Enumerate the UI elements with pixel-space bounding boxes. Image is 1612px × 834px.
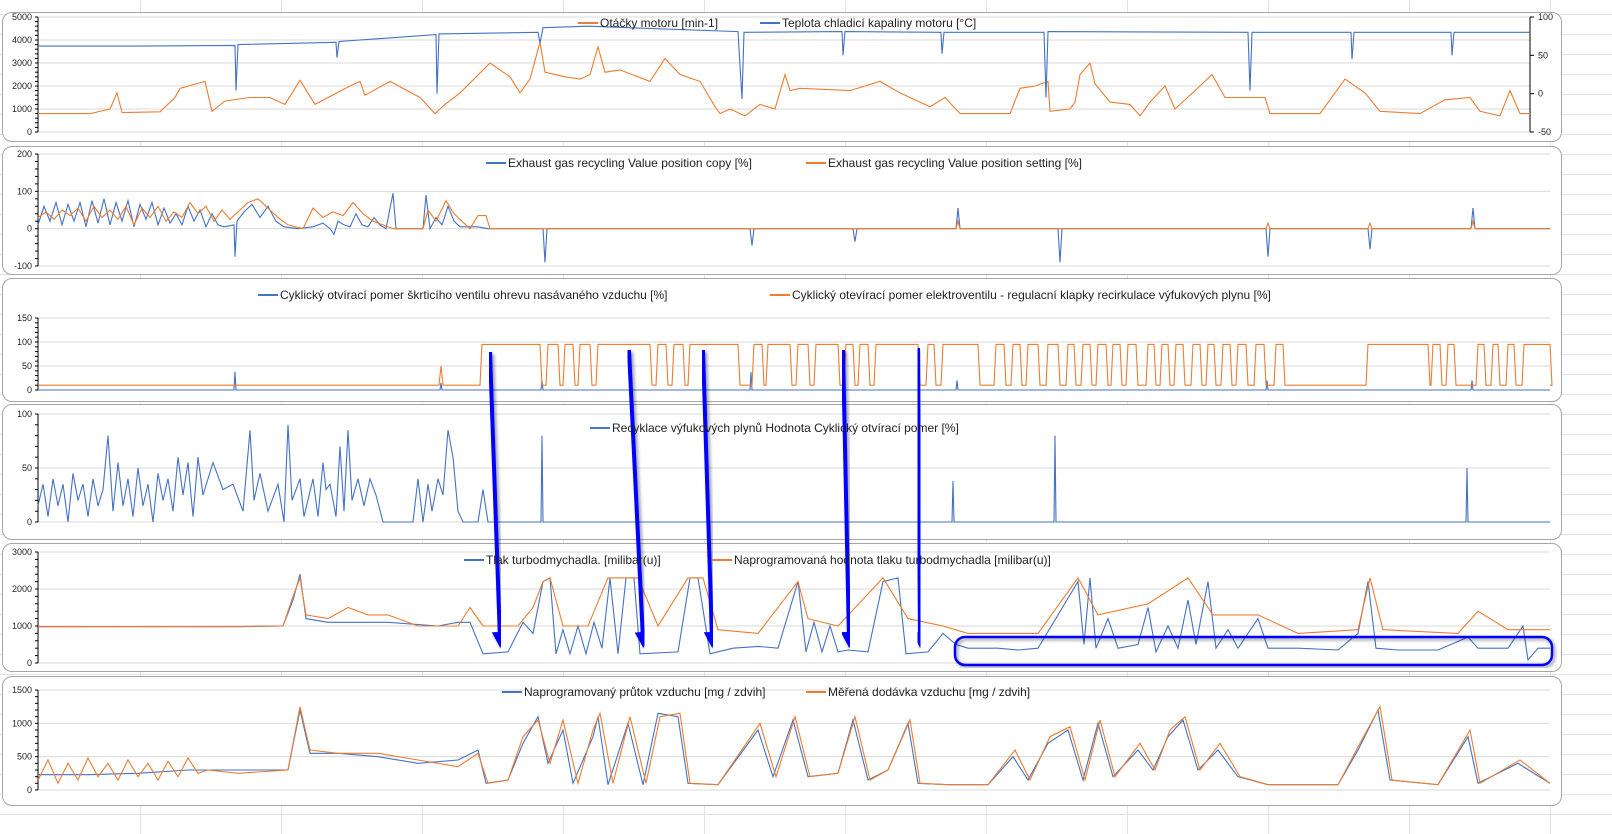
y-tick-label: 500 [17, 752, 32, 762]
y-tick-label: 1000 [12, 104, 32, 114]
y-tick-label: 0 [27, 385, 32, 395]
legend-label: Cyklický otevírací pomer elektroventilu … [792, 288, 1271, 302]
legend-swatch-orange [712, 559, 732, 561]
legend-swatch-blue [590, 427, 610, 429]
series-line-orange [37, 705, 1551, 786]
legend-swatch-blue [502, 691, 522, 693]
legend-item-boost: Tlak turbodmychadla. [milibar(u)] [464, 553, 661, 567]
series-line-blue [38, 371, 1550, 391]
y-tick-label: 1500 [12, 685, 32, 695]
legend-item-egr-copy: Exhaust gas recycling Value position cop… [486, 156, 752, 170]
y-tick-label: 50 [22, 361, 32, 371]
y-tick-label: 1000 [12, 718, 32, 728]
series-line-blue [38, 574, 1550, 662]
annotation-highlight-box [953, 635, 1554, 667]
chart-panel-boost-pressure[interactable] [2, 543, 1562, 672]
legend-swatch-orange [578, 22, 598, 24]
legend-label: Otáčky motoru [min-1] [600, 16, 719, 30]
chart-panel-rpm-coolant[interactable] [2, 12, 1562, 142]
y-tick-label: 0 [27, 658, 32, 668]
series-line-orange [38, 343, 1553, 386]
legend-swatch-blue [760, 22, 780, 24]
legend-swatch-blue [258, 294, 278, 296]
y-tick-label: 0 [27, 517, 32, 527]
legend-swatch-blue [486, 162, 506, 164]
y2-tick-label: -50 [1538, 127, 1551, 137]
chart-panel-egr-duty[interactable] [2, 404, 1562, 540]
legend-item-throttle-duty: Cyklický otvírací pomer škrticího ventil… [258, 288, 668, 302]
legend-item-rpm: Otáčky motoru [min-1] [578, 16, 718, 30]
annotation-arrow [840, 349, 857, 648]
legend-item-egr-duty: Recyklace výfukových plynů Hodnota Cykli… [590, 421, 959, 435]
legend-item-egr-valve-duty: Cyklický otevírací pomer elektroventilu … [770, 288, 1271, 302]
legend-label: Teplota chladicí kapaliny motoru [°C] [782, 16, 977, 30]
series-line-orange [37, 198, 1550, 230]
y-tick-label: 2000 [12, 81, 32, 91]
y-tick-label: 0 [27, 785, 32, 795]
annotation-arrow [701, 349, 720, 648]
y-tick-label: 3000 [12, 547, 32, 557]
y2-tick-label: 0 [1538, 89, 1543, 99]
legend-swatch-orange [806, 162, 826, 164]
y-tick-label: 1000 [12, 621, 32, 631]
legend-label: Naprogramovaná hodnota tlaku turbodmycha… [734, 553, 1051, 567]
legend-swatch-orange [806, 691, 826, 693]
y-tick-label: 150 [17, 313, 32, 323]
y-tick-label: 50 [22, 463, 32, 473]
legend-swatch-blue [464, 559, 484, 561]
annotation-arrow [911, 347, 928, 648]
legend-swatch-orange [770, 294, 790, 296]
legend-label: Naprogramovaný průtok vzduchu [mg / zdvi… [524, 685, 766, 699]
legend-label: Recyklace výfukových plynů Hodnota Cykli… [612, 421, 959, 435]
legend-label: Tlak turbodmychadla. [milibar(u)] [486, 553, 661, 567]
series-line-orange [38, 42, 1530, 117]
series-line-blue [37, 193, 1550, 263]
series-line-blue [38, 25, 1530, 100]
legend-label: Exhaust gas recycling Value position set… [828, 156, 1082, 170]
series-line-orange [37, 575, 1550, 634]
series-line-blue [37, 424, 1550, 523]
y-tick-label: 3000 [12, 58, 32, 68]
annotation-arrow [488, 351, 508, 648]
legend-label: Exhaust gas recycling Value position cop… [508, 156, 752, 170]
y-tick-label: 5000 [12, 12, 32, 22]
y-tick-label: 0 [27, 224, 32, 234]
y-tick-label: 4000 [12, 35, 32, 45]
y-tick-label: 2000 [12, 584, 32, 594]
series-line-blue [38, 708, 1551, 786]
y-tick-label: 100 [17, 337, 32, 347]
legend-item-air-setpoint: Naprogramovaný průtok vzduchu [mg / zdvi… [502, 685, 765, 699]
y-tick-label: 100 [17, 186, 32, 196]
legend-label: Cyklický otvírací pomer škrticího ventil… [280, 288, 668, 302]
y2-tick-label: 100 [1538, 12, 1553, 22]
legend-item-boost-setpoint: Naprogramovaná hodnota tlaku turbodmycha… [712, 553, 1051, 567]
legend-item-egr-setting: Exhaust gas recycling Value position set… [806, 156, 1082, 170]
y2-tick-label: 50 [1538, 50, 1548, 60]
legend-label: Měřená dodávka vzduchu [mg / zdvih] [828, 685, 1031, 699]
y-tick-label: -100 [14, 261, 32, 271]
chart-panel-egr-position[interactable] [2, 146, 1562, 275]
y-tick-label: 0 [27, 127, 32, 137]
y-tick-label: 200 [17, 149, 32, 159]
legend-item-coolant: Teplota chladicí kapaliny motoru [°C] [760, 16, 976, 30]
y-tick-label: 100 [17, 409, 32, 419]
legend-item-air-measured: Měřená dodávka vzduchu [mg / zdvih] [806, 685, 1030, 699]
chart-panel-duty-cycle[interactable] [2, 278, 1562, 402]
annotation-arrow [627, 349, 651, 648]
